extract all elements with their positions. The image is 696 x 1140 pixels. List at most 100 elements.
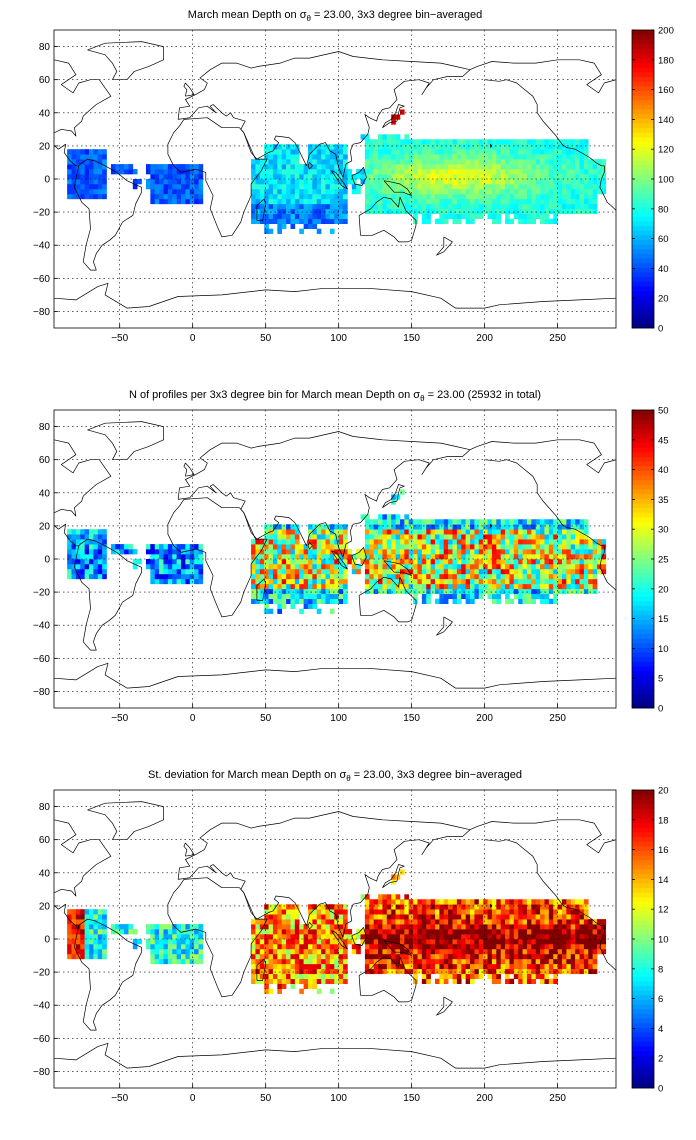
heatmap-cell [80,174,85,180]
heatmap-cell [544,534,550,540]
heatmap-cell [544,169,550,175]
heatmap-cell [404,554,410,560]
heatmap-cell [465,139,471,145]
heatmap-cell [548,179,554,185]
heatmap-cell [255,563,261,570]
colorbar-step [632,971,654,977]
heatmap-cell [264,174,269,180]
heatmap-cell [461,968,466,975]
heatmap-cell [272,539,278,545]
heatmap-cell [198,188,204,195]
heatmap-cell [439,953,445,960]
heatmap-cell [509,568,515,575]
heatmap-cell [474,188,480,195]
colorbar-step [632,526,654,532]
heatmap-cell [417,179,423,185]
heatmap-cell [531,583,537,590]
heatmap-cell [434,563,440,570]
heatmap-cell [417,174,423,180]
heatmap-cell [272,213,278,220]
heatmap-cell [181,934,186,940]
heatmap-cell [500,568,506,575]
heatmap-cell [356,188,361,195]
heatmap-cell [496,924,501,930]
coastline [436,616,453,636]
heatmap-cell [526,218,532,224]
heatmap-cell [443,154,449,160]
heatmap-cell [264,213,269,220]
heatmap-cell [299,559,304,565]
heatmap-cell [561,179,567,185]
heatmap-cell [443,179,449,185]
heatmap-cell [505,159,510,165]
heatmap-cell [312,973,318,980]
heatmap-cell [513,164,519,170]
heatmap-cell [334,963,339,970]
heatmap-cell [483,578,488,585]
heatmap-cell [145,169,151,175]
heatmap-cell [281,179,287,185]
heatmap-cell [259,174,265,180]
colorbar-tick-label: 2 [658,1054,663,1065]
heatmap-cell [343,539,348,545]
heatmap-cell [334,164,339,170]
heatmap-cell [159,164,164,170]
heatmap-cell [421,563,427,570]
heatmap-cell [167,563,173,570]
heatmap-cell [526,213,532,220]
heatmap-cell [395,939,401,945]
heatmap-cell [286,144,291,150]
heatmap-cell [518,953,523,960]
heatmap-cell [505,559,510,565]
heatmap-cell [535,934,541,940]
heatmap-cell [290,924,296,930]
heatmap-cell [518,213,523,220]
heatmap-cell [299,988,304,994]
heatmap-cell [281,978,287,984]
heatmap-cell [294,544,300,550]
colorbar-step [632,300,654,306]
heatmap-cell [579,203,585,210]
heatmap-cell [373,524,379,530]
heatmap-cell [553,529,558,535]
heatmap-cell [299,978,304,984]
heatmap-cell [97,934,103,940]
heatmap-cell [172,554,177,560]
heatmap-cell [316,559,322,565]
heatmap-cell [592,958,598,965]
heatmap-cell [198,568,204,575]
heatmap-cell [356,549,361,555]
heatmap-cell [198,193,204,200]
heatmap-cell [575,914,580,920]
heatmap-cell [496,573,501,580]
heatmap-cell [329,953,335,960]
heatmap-cell [255,934,261,940]
heatmap-cell [518,149,523,155]
heatmap-cell [251,958,256,965]
colorbar-step [632,276,654,282]
heatmap-cell [316,924,322,930]
heatmap-cell [575,193,580,200]
heatmap-cell [312,213,318,220]
heatmap-cell [321,914,326,920]
heatmap-cell [430,904,436,910]
heatmap-cell [417,164,423,170]
heatmap-cell [465,929,471,935]
heatmap-cell [272,179,278,185]
heatmap-cell [496,583,501,590]
heatmap-cell [413,203,418,210]
heatmap-cell [461,139,466,145]
heatmap-cell [426,179,431,185]
heatmap-cell [448,568,453,575]
colorbar-step [632,638,654,644]
heatmap-cell [597,934,602,940]
heatmap-cell [518,144,523,150]
heatmap-cell [478,904,484,910]
heatmap-cell [255,973,261,980]
heatmap-cell [491,943,497,950]
heatmap-cell [373,583,379,590]
heatmap-cell [119,164,125,170]
heatmap-cell [531,588,537,595]
heatmap-cell [426,544,431,550]
